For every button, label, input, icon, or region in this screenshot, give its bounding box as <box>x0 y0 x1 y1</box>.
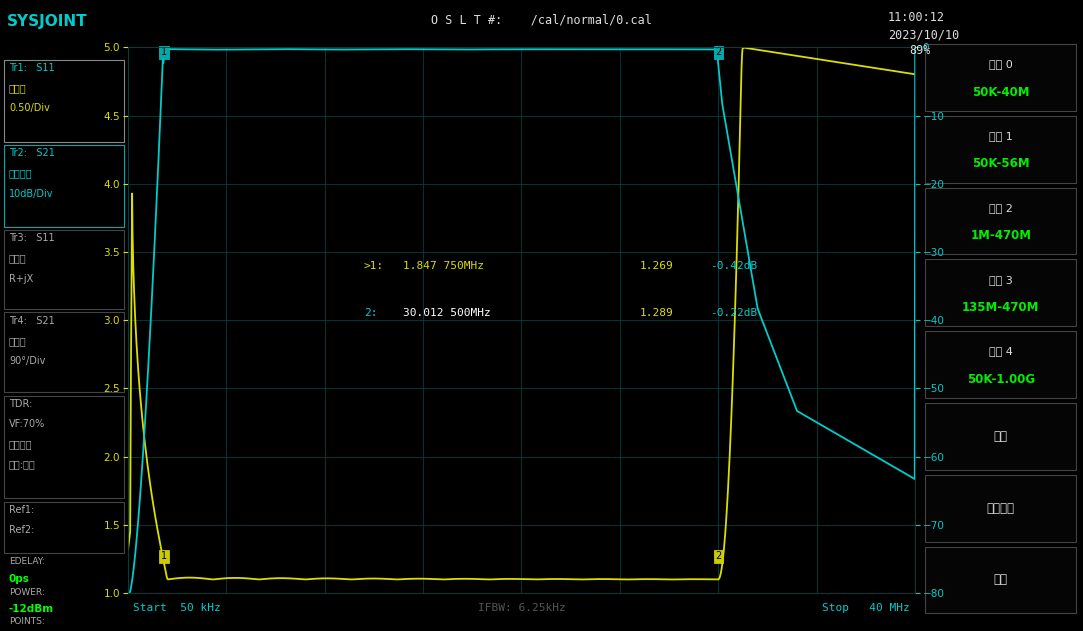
FancyBboxPatch shape <box>925 546 1077 613</box>
FancyBboxPatch shape <box>925 403 1077 469</box>
Text: 回调 4: 回调 4 <box>989 346 1013 357</box>
Text: -0.42dB: -0.42dB <box>710 261 758 271</box>
Text: 2023/10/10: 2023/10/10 <box>888 28 960 42</box>
Text: 10dB/Div: 10dB/Div <box>9 189 53 199</box>
Text: 回调 3: 回调 3 <box>989 274 1013 285</box>
Text: 1: 1 <box>161 47 167 57</box>
Text: POINTS:: POINTS: <box>9 617 44 626</box>
Text: VF:70%: VF:70% <box>9 419 45 429</box>
Text: 4.01V: 4.01V <box>1047 12 1075 21</box>
Text: 对数幅度: 对数幅度 <box>9 168 32 179</box>
Text: Ref2:: Ref2: <box>9 525 35 535</box>
Text: 相频图: 相频图 <box>9 336 27 346</box>
Text: POWER:: POWER: <box>9 588 44 597</box>
Text: 回调 1: 回调 1 <box>989 131 1013 141</box>
Text: >1:: >1: <box>364 261 384 271</box>
Text: 文件回调: 文件回调 <box>987 502 1015 515</box>
Text: 1M-470M: 1M-470M <box>970 229 1031 242</box>
Text: 0.50/Div: 0.50/Div <box>9 103 50 114</box>
Text: O S L T #:    /cal/normal/0.cal: O S L T #: /cal/normal/0.cal <box>431 14 652 27</box>
Text: Tr2:   S21: Tr2: S21 <box>9 148 55 158</box>
Text: -0.22dB: -0.22dB <box>710 309 758 319</box>
Text: SYSJOINT: SYSJOINT <box>6 14 87 29</box>
Text: 89%: 89% <box>910 44 931 57</box>
Text: 2: 2 <box>715 551 721 562</box>
FancyBboxPatch shape <box>925 116 1077 182</box>
Text: 0ps: 0ps <box>9 574 30 584</box>
Text: 窗口:标准: 窗口:标准 <box>9 459 36 469</box>
Text: 1.847 750MHz: 1.847 750MHz <box>403 261 484 271</box>
Text: 50K-56M: 50K-56M <box>971 158 1030 170</box>
Text: Tr1:   S11: Tr1: S11 <box>9 63 54 73</box>
Text: 驻波比: 驻波比 <box>9 83 27 93</box>
Text: 1.269: 1.269 <box>640 261 674 271</box>
Text: -12dBm: -12dBm <box>9 604 54 615</box>
Text: 135M-470M: 135M-470M <box>962 301 1040 314</box>
Text: 史密斯: 史密斯 <box>9 254 27 264</box>
FancyBboxPatch shape <box>925 475 1077 541</box>
Text: Start  50 kHz: Start 50 kHz <box>133 603 221 613</box>
Text: 11:00:12: 11:00:12 <box>888 11 945 25</box>
Text: EDELAY:: EDELAY: <box>9 557 44 566</box>
Text: Stop   40 MHz: Stop 40 MHz <box>822 603 910 613</box>
FancyBboxPatch shape <box>925 44 1077 111</box>
Text: TDR:: TDR: <box>9 399 32 409</box>
Text: Ref1:: Ref1: <box>9 505 35 515</box>
FancyBboxPatch shape <box>925 259 1077 326</box>
Text: 回调 2: 回调 2 <box>989 203 1013 213</box>
FancyBboxPatch shape <box>925 187 1077 254</box>
Text: 回调 0: 回调 0 <box>989 59 1013 69</box>
Text: 90°/Div: 90°/Div <box>9 356 45 366</box>
Text: 50K-40M: 50K-40M <box>971 86 1030 98</box>
Text: Tr3:   S11: Tr3: S11 <box>9 233 54 244</box>
Text: 50K-1.00G: 50K-1.00G <box>967 373 1034 386</box>
Text: 2:: 2: <box>364 309 378 319</box>
Text: 2: 2 <box>715 47 721 57</box>
Text: 更多: 更多 <box>994 430 1007 443</box>
Text: IFBW: 6.25kHz: IFBW: 6.25kHz <box>478 603 565 613</box>
Text: 带通滤波: 带通滤波 <box>9 439 32 449</box>
Text: 返回: 返回 <box>994 574 1007 586</box>
FancyBboxPatch shape <box>925 331 1077 398</box>
Text: 30.012 500MHz: 30.012 500MHz <box>403 309 491 319</box>
Text: Tr4:   S21: Tr4: S21 <box>9 316 55 326</box>
Text: 1.289: 1.289 <box>640 309 674 319</box>
Text: R+jX: R+jX <box>9 274 34 284</box>
Text: 1: 1 <box>161 551 167 562</box>
